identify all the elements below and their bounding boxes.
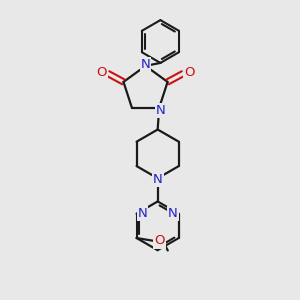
Text: O: O	[184, 66, 195, 79]
Text: O: O	[154, 235, 165, 248]
Text: N: N	[153, 173, 163, 186]
Text: O: O	[96, 66, 107, 79]
Text: N: N	[168, 207, 178, 220]
Text: N: N	[141, 58, 150, 71]
Text: N: N	[156, 104, 166, 117]
Text: N: N	[138, 207, 147, 220]
